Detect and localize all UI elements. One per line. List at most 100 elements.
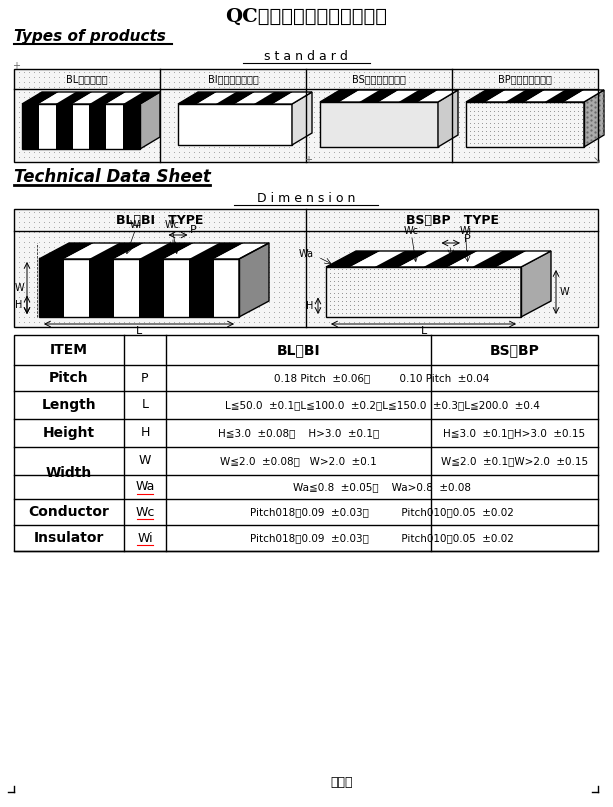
Polygon shape	[235, 92, 274, 104]
Polygon shape	[448, 251, 502, 267]
Text: Wi: Wi	[129, 220, 142, 230]
Text: H: H	[140, 427, 150, 440]
Text: QC工程表（斑馬條顆）附件: QC工程表（斑馬條顆）附件	[225, 8, 387, 26]
Bar	[466, 102, 584, 147]
Polygon shape	[106, 92, 143, 104]
Polygon shape	[359, 90, 399, 102]
Polygon shape	[545, 90, 584, 102]
Polygon shape	[399, 251, 454, 267]
Text: Pitch: Pitch	[49, 371, 89, 385]
Text: L: L	[421, 326, 427, 336]
Text: H≦3.0  ±0.1、H>3.0  ±0.15: H≦3.0 ±0.1、H>3.0 ±0.15	[443, 428, 585, 438]
Bar	[123, 104, 140, 149]
Polygon shape	[472, 251, 527, 267]
Bar	[214, 259, 239, 317]
Polygon shape	[418, 90, 458, 102]
Polygon shape	[292, 92, 312, 145]
Text: Wa≦0.8  ±0.05，    Wa>0.8  ±0.08: Wa≦0.8 ±0.05， Wa>0.8 ±0.08	[293, 482, 471, 492]
Bar	[39, 259, 64, 317]
Text: +: +	[304, 155, 312, 165]
Polygon shape	[178, 92, 217, 104]
Text: BL、BI: BL、BI	[276, 343, 321, 357]
Bar	[22, 104, 140, 149]
Text: P: P	[190, 225, 197, 235]
Text: H: H	[15, 300, 23, 310]
Polygon shape	[89, 243, 144, 259]
Polygon shape	[525, 90, 565, 102]
Text: L: L	[136, 326, 142, 336]
Text: Wc: Wc	[135, 505, 154, 519]
Polygon shape	[584, 90, 604, 147]
Polygon shape	[320, 90, 360, 102]
Text: Wa: Wa	[135, 480, 154, 494]
Text: ITEM: ITEM	[50, 343, 88, 357]
Text: Insulator: Insulator	[34, 531, 104, 545]
Bar	[22, 104, 39, 149]
Bar	[14, 69, 598, 162]
Bar	[106, 104, 123, 149]
Polygon shape	[505, 90, 545, 102]
Polygon shape	[326, 251, 381, 267]
Text: BL、BI   TYPE: BL、BI TYPE	[116, 214, 204, 227]
Text: Pitch018：0.09  ±0.03；          Pitch010：0.05  ±0.02: Pitch018：0.09 ±0.03； Pitch010：0.05 ±0.02	[250, 507, 514, 517]
Bar	[189, 259, 214, 317]
Text: P: P	[141, 371, 149, 384]
Bar	[326, 267, 521, 317]
Text: Conductor: Conductor	[29, 505, 110, 519]
Polygon shape	[89, 92, 126, 104]
Text: BS、BP   TYPE: BS、BP TYPE	[406, 214, 498, 227]
Text: BS、BP: BS、BP	[490, 343, 539, 357]
Text: Height: Height	[43, 426, 95, 440]
Polygon shape	[239, 243, 269, 317]
Text: BL（全導電）: BL（全導電）	[66, 74, 108, 84]
Text: s t a n d a r d: s t a n d a r d	[264, 51, 348, 64]
Polygon shape	[164, 243, 219, 259]
Bar	[14, 209, 598, 327]
Text: W: W	[559, 287, 569, 297]
Polygon shape	[438, 90, 458, 147]
Polygon shape	[398, 90, 438, 102]
Text: L≦50.0  ±0.1、L≦100.0  ±0.2、L≦150.0  ±0.3、L≦200.0  ±0.4: L≦50.0 ±0.1、L≦100.0 ±0.2、L≦150.0 ±0.3、L≦…	[224, 400, 539, 410]
Text: D i m e n s i o n: D i m e n s i o n	[257, 193, 355, 206]
Text: Wa: Wa	[299, 249, 313, 259]
Text: 0.18 Pitch  ±0.06；         0.10 Pitch  ±0.04: 0.18 Pitch ±0.06； 0.10 Pitch ±0.04	[274, 373, 490, 383]
Polygon shape	[39, 243, 94, 259]
Polygon shape	[56, 92, 93, 104]
Polygon shape	[114, 243, 169, 259]
Polygon shape	[565, 90, 604, 102]
Bar	[39, 259, 239, 317]
Polygon shape	[189, 243, 244, 259]
Polygon shape	[273, 92, 312, 104]
Text: H: H	[306, 301, 314, 311]
Text: P: P	[463, 234, 470, 244]
Text: BI（兩面絕緣漆）: BI（兩面絕緣漆）	[208, 74, 258, 84]
Text: BP（兩面絕泡膠）: BP（兩面絕泡膠）	[498, 74, 552, 84]
Polygon shape	[497, 251, 551, 267]
Bar	[326, 267, 521, 317]
Text: Pitch018：0.09  ±0.03；          Pitch010：0.05  ±0.02: Pitch018：0.09 ±0.03； Pitch010：0.05 ±0.02	[250, 533, 514, 543]
Bar	[14, 69, 598, 162]
Polygon shape	[254, 92, 293, 104]
Text: Technical Data Sheet: Technical Data Sheet	[14, 168, 211, 186]
Text: Length: Length	[42, 398, 96, 412]
Text: Types of products: Types of products	[14, 28, 166, 44]
Polygon shape	[485, 90, 525, 102]
Text: W≦2.0  ±0.1、W>2.0  ±0.15: W≦2.0 ±0.1、W>2.0 ±0.15	[441, 456, 588, 466]
Polygon shape	[39, 92, 76, 104]
Polygon shape	[340, 90, 379, 102]
Polygon shape	[351, 251, 405, 267]
Text: Wi: Wi	[137, 532, 153, 545]
Text: BS（兩面絕緣膠）: BS（兩面絕緣膠）	[352, 74, 406, 84]
Text: W: W	[139, 454, 151, 467]
Text: Wc: Wc	[165, 220, 180, 230]
Bar	[39, 104, 56, 149]
Bar	[56, 104, 72, 149]
Bar	[14, 209, 598, 327]
Polygon shape	[379, 90, 419, 102]
Bar	[164, 259, 189, 317]
Polygon shape	[64, 243, 119, 259]
Text: ↘: ↘	[593, 155, 601, 165]
Bar	[466, 102, 584, 147]
Bar	[139, 259, 164, 317]
Polygon shape	[22, 92, 59, 104]
